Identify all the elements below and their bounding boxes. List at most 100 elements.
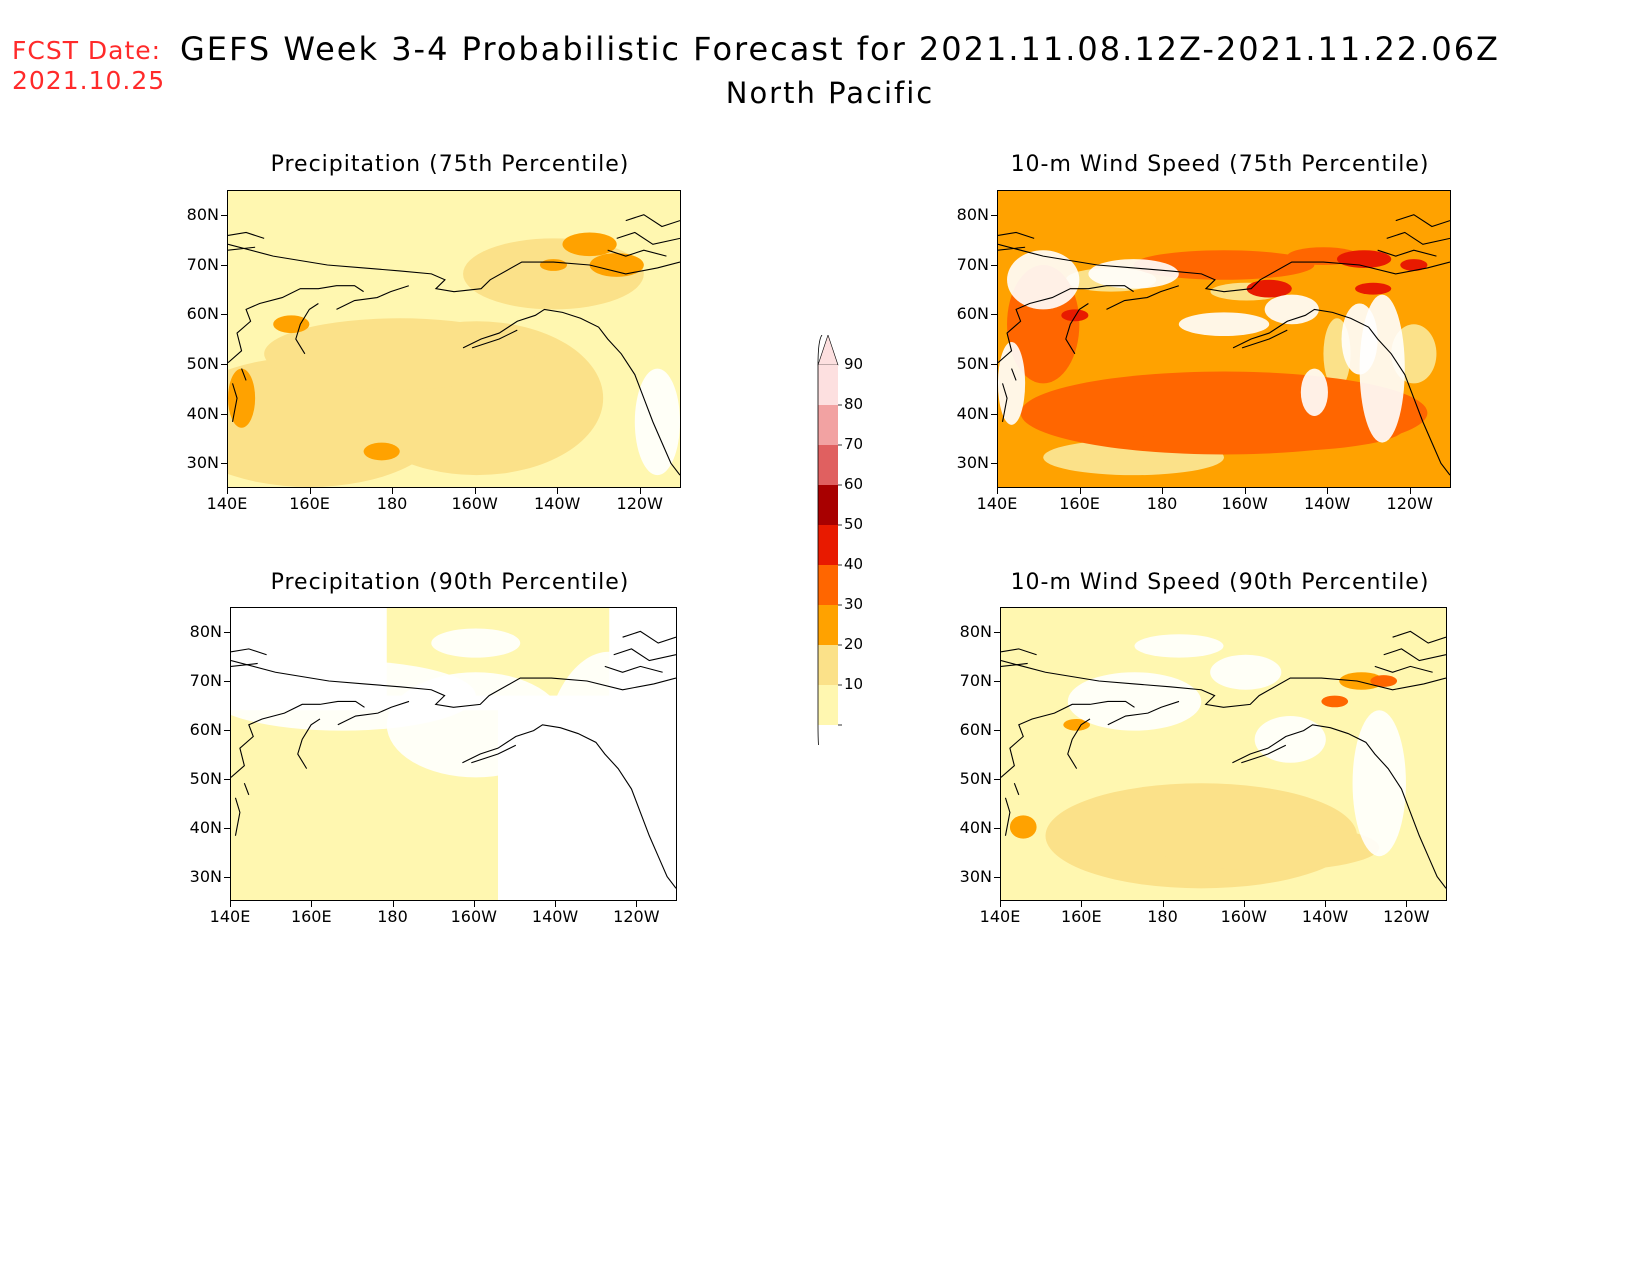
low-probability-region — [386, 672, 565, 778]
low-probability-region — [1264, 294, 1319, 325]
tick-mark — [994, 631, 1000, 633]
tick-mark — [392, 901, 394, 907]
tick-mark — [1327, 488, 1329, 494]
tick-mark — [221, 314, 227, 316]
shaded-region — [1400, 259, 1428, 271]
lon-tick-label: 140E — [979, 907, 1021, 926]
low-probability-region — [1134, 634, 1224, 658]
lat-tick-label: 40N — [959, 817, 992, 837]
colorbar-level-label: 80 — [844, 395, 864, 413]
panel-title-wind-90: 10-m Wind Speed (90th Percentile) — [1010, 570, 1430, 595]
colorbar-level-label: 50 — [844, 515, 864, 533]
shaded-region — [463, 238, 644, 310]
low-probability-region — [1007, 250, 1080, 310]
lat-tick-label: 60N — [189, 719, 222, 739]
forecast-date-value: 2021.10.25 — [12, 66, 166, 95]
coastline — [1066, 303, 1089, 353]
colorbar-swatch — [818, 525, 838, 565]
tick-mark — [991, 214, 997, 216]
shaded-region — [264, 318, 536, 390]
forecast-date-block: FCST Date: 2021.10.25 — [12, 36, 165, 96]
tick-mark — [991, 264, 997, 266]
forecast-date-label: FCST Date: — [12, 36, 162, 65]
lat-tick-label: 50N — [189, 768, 222, 788]
shaded-region — [1370, 675, 1398, 687]
low-probability-region — [1341, 303, 1378, 375]
region-subtitle: North Pacific — [725, 76, 935, 110]
shaded-region — [228, 368, 256, 428]
colorbar-swatch — [818, 485, 838, 525]
shaded-region — [1133, 250, 1315, 280]
lon-tick-label: 140W — [531, 907, 579, 926]
lon-tick-label: 180 — [1146, 494, 1178, 513]
tick-mark — [309, 488, 311, 494]
lon-tick-label: 160E — [290, 907, 332, 926]
lat-tick-label: 50N — [956, 353, 989, 373]
coastline — [608, 215, 680, 256]
coastline — [1001, 649, 1037, 667]
shaded-region — [589, 253, 644, 277]
lon-tick-label: 160W — [451, 494, 498, 513]
tick-mark — [392, 488, 394, 494]
low-probability-region — [1254, 716, 1326, 763]
coastline — [296, 303, 319, 353]
tick-mark — [1409, 488, 1411, 494]
tick-mark — [639, 488, 641, 494]
colorbar-top-arrow — [817, 334, 839, 366]
tick-mark — [1000, 901, 1001, 907]
lon-tick-label: 140W — [1301, 907, 1349, 926]
lat-tick-label: 60N — [186, 304, 219, 324]
shaded-region — [1337, 250, 1392, 268]
coastline — [1233, 309, 1450, 475]
lat-tick-label: 60N — [959, 719, 992, 739]
colorbar-outline — [817, 334, 823, 366]
lat-tick-label: 80N — [189, 621, 222, 641]
tick-mark — [557, 488, 559, 494]
lon-tick-label: 160E — [1059, 494, 1100, 513]
coastline — [1378, 215, 1450, 256]
coastline — [298, 719, 320, 769]
tick-mark — [474, 488, 476, 494]
tick-mark — [991, 314, 997, 316]
lat-tick-label: 40N — [189, 817, 222, 837]
coastline — [1001, 701, 1135, 777]
tick-mark — [997, 488, 998, 494]
colorbar-level-label: 90 — [844, 355, 864, 373]
tick-mark — [1243, 901, 1245, 907]
coastline — [1241, 745, 1286, 763]
lon-tick-label: 120W — [613, 907, 660, 926]
lon-tick-label: 140E — [206, 494, 248, 513]
coastline — [231, 661, 676, 708]
map-precip-75 — [227, 190, 681, 488]
coastline — [1005, 783, 1018, 836]
tick-mark — [991, 413, 997, 415]
tick-mark — [991, 463, 997, 465]
coastline — [336, 286, 408, 310]
coastline — [1106, 286, 1178, 310]
coastline — [231, 649, 267, 667]
coastline — [1001, 661, 1446, 708]
tick-mark — [991, 363, 997, 365]
tick-mark — [224, 778, 230, 780]
tick-mark — [994, 876, 1000, 878]
panel-title-precip-90: Precipitation (90th Percentile) — [270, 570, 630, 595]
low-probability-region — [1300, 368, 1328, 416]
colorbar-level-label: 20 — [844, 635, 864, 653]
tick-mark — [311, 901, 313, 907]
low-probability-region — [634, 368, 680, 476]
shaded-region — [539, 259, 567, 271]
coastline — [471, 745, 516, 763]
lon-tick-label: 120W — [1386, 494, 1433, 513]
lat-tick-label: 30N — [189, 866, 222, 886]
colorbar-swatch — [818, 565, 838, 605]
lon-tick-label: 160E — [289, 494, 330, 513]
map-wind-90 — [1000, 607, 1447, 901]
colorbar-swatch — [818, 685, 838, 725]
low-probability-region — [1088, 259, 1179, 289]
shaded-region — [1321, 695, 1349, 708]
tick-mark — [636, 901, 638, 907]
coastline — [998, 286, 1134, 363]
colorbar-level-label: 10 — [844, 675, 864, 693]
low-probability-region — [515, 768, 570, 827]
tick-mark — [224, 876, 230, 878]
